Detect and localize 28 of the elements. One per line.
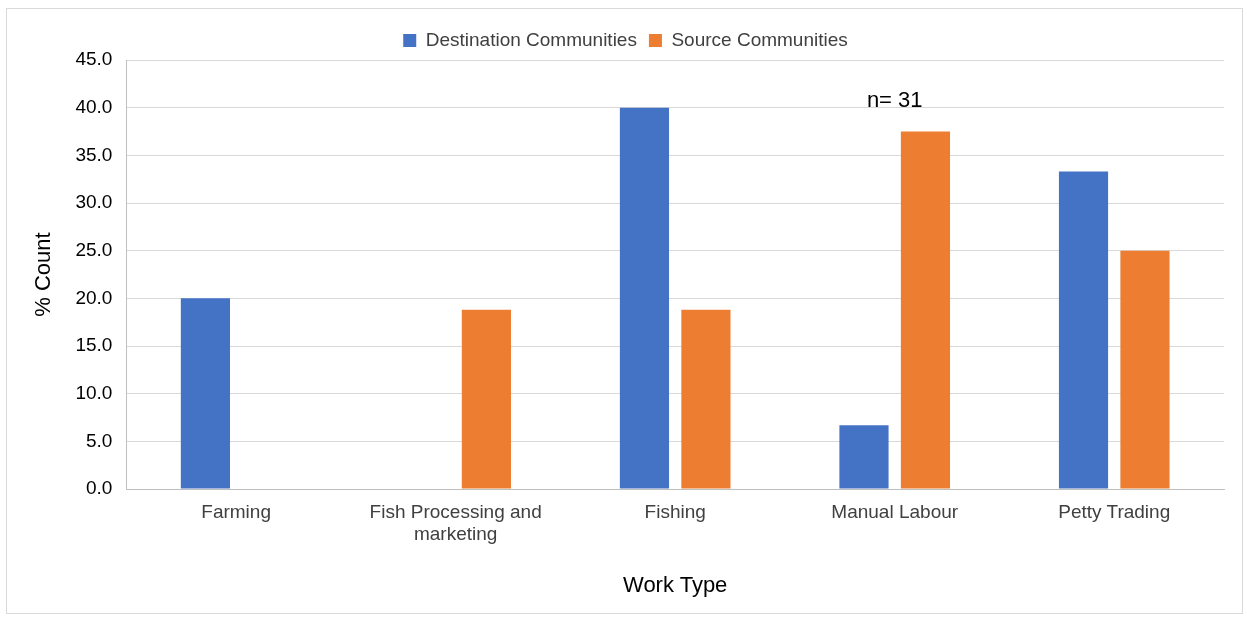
legend-label: Source Communities <box>671 28 848 50</box>
bar <box>1120 250 1170 489</box>
x-tick-label: Farming <box>201 500 271 522</box>
x-tick-label: Manual Labour <box>831 500 959 522</box>
y-axis-title: % Count <box>30 232 56 317</box>
y-tick-label: 35.0 <box>75 143 113 165</box>
bar <box>461 309 511 489</box>
legend-label: Destination Communities <box>425 28 637 50</box>
y-tick-label: 40.0 <box>75 95 113 117</box>
bar <box>839 425 889 489</box>
x-axis-title: Work Type <box>623 571 728 597</box>
bar <box>180 298 230 489</box>
y-tick-label: 5.0 <box>85 429 113 451</box>
x-tick-label: Fish Processing and marketing <box>369 500 542 545</box>
bar <box>900 131 951 489</box>
y-tick-label: 45.0 <box>75 48 113 70</box>
y-tick-label: 25.0 <box>75 238 113 260</box>
bar <box>681 309 731 489</box>
y-tick-label: 30.0 <box>75 191 113 213</box>
y-tick-label: 10.0 <box>75 381 113 403</box>
x-tick-label: Fishing <box>644 500 706 522</box>
x-tick-label: Petty Trading <box>1058 500 1171 522</box>
bar <box>619 107 670 489</box>
bar <box>1058 171 1109 489</box>
y-tick-label: 15.0 <box>75 334 113 356</box>
y-tick-label: 0.0 <box>85 477 113 499</box>
annotation: n= 31 <box>866 86 923 112</box>
y-tick-label: 20.0 <box>75 286 113 308</box>
